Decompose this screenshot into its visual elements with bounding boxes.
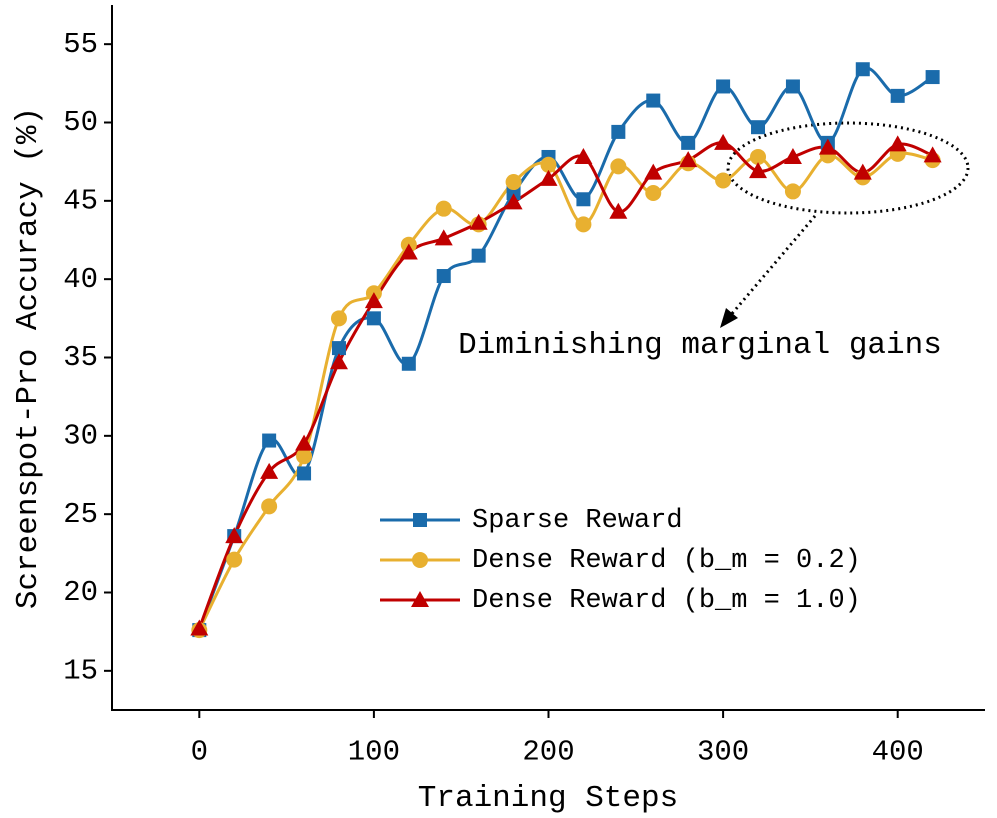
- marker: [540, 156, 557, 173]
- legend-label: Sparse Reward: [472, 506, 683, 536]
- x-axis-label: Training Steps: [418, 781, 678, 816]
- marker: [506, 186, 521, 200]
- marker: [855, 62, 870, 77]
- annotation: Diminishing marginal gains: [458, 328, 942, 363]
- marker: [923, 146, 942, 163]
- marker: [646, 93, 661, 108]
- series-line: [197, 141, 934, 630]
- x-tick-label: 200: [522, 736, 574, 769]
- marker: [785, 79, 800, 94]
- marker: [469, 213, 488, 230]
- marker: [539, 169, 558, 186]
- marker: [296, 448, 313, 465]
- y-tick-label: 55: [63, 28, 98, 61]
- series-line: [197, 151, 933, 631]
- y-tick-label: 45: [63, 184, 98, 217]
- marker: [888, 135, 907, 152]
- marker: [574, 147, 593, 164]
- marker: [366, 311, 381, 326]
- marker: [681, 135, 696, 150]
- marker: [399, 243, 418, 260]
- marker: [331, 341, 346, 356]
- marker: [190, 619, 209, 636]
- marker: [714, 133, 733, 150]
- marker: [364, 292, 383, 309]
- marker: [925, 70, 940, 85]
- marker: [644, 163, 663, 180]
- marker: [645, 185, 662, 201]
- marker: [412, 552, 428, 568]
- marker: [435, 200, 452, 217]
- marker: [890, 88, 905, 103]
- marker: [504, 193, 523, 210]
- marker: [611, 124, 626, 139]
- y-tick-label: 20: [63, 576, 98, 609]
- marker: [226, 551, 243, 568]
- marker: [330, 310, 347, 327]
- marker: [575, 216, 592, 233]
- legend-label: Dense Reward (b_m = 1.0): [472, 586, 861, 616]
- marker: [679, 151, 698, 168]
- marker: [261, 498, 278, 515]
- marker: [295, 434, 314, 451]
- marker: [297, 466, 312, 481]
- marker: [853, 163, 872, 180]
- marker: [434, 229, 453, 246]
- x-tick-label: 100: [348, 736, 400, 769]
- marker: [750, 148, 767, 165]
- y-tick-label: 15: [63, 654, 98, 687]
- y-tick-label: 50: [63, 106, 98, 139]
- marker: [576, 192, 591, 207]
- marker: [401, 356, 416, 371]
- y-tick-label: 35: [63, 341, 98, 374]
- marker: [609, 202, 628, 219]
- marker: [784, 183, 801, 200]
- marker: [262, 433, 277, 448]
- y-axis-label: Screenspot-Pro Accuracy (%): [11, 107, 46, 609]
- x-tick-label: 0: [191, 736, 208, 769]
- marker: [610, 158, 627, 175]
- marker: [783, 147, 802, 164]
- marker: [505, 174, 522, 191]
- y-tick-label: 40: [63, 263, 98, 296]
- marker: [225, 527, 244, 544]
- marker: [413, 513, 427, 527]
- marker: [471, 248, 486, 263]
- marker: [749, 162, 768, 179]
- marker: [751, 120, 766, 135]
- marker: [715, 172, 732, 189]
- marker: [716, 79, 731, 94]
- legend-label: Dense Reward (b_m = 0.2): [472, 546, 861, 576]
- y-tick-label: 25: [63, 498, 98, 531]
- x-tick-label: 400: [872, 736, 924, 769]
- y-tick-label: 30: [63, 419, 98, 452]
- arrow-head: [720, 308, 738, 328]
- annotation-arrow: [728, 215, 817, 317]
- marker: [260, 462, 279, 479]
- marker: [411, 591, 429, 607]
- marker: [818, 138, 837, 155]
- marker: [329, 353, 348, 370]
- annotation-ellipse: [726, 121, 970, 215]
- x-tick-label: 300: [697, 736, 749, 769]
- marker: [436, 269, 451, 284]
